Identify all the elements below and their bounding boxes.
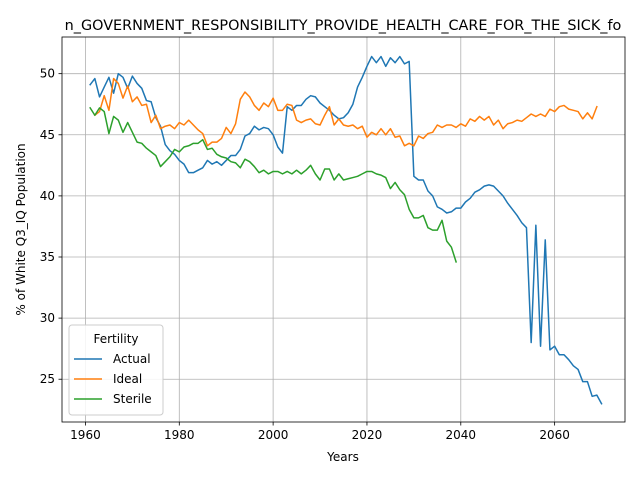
- legend-label-sterile: Sterile: [113, 392, 152, 406]
- legend: Fertility Actual Ideal Sterile: [68, 324, 164, 416]
- series-line-sterile: [89, 106, 458, 263]
- plot-frame: [61, 36, 626, 423]
- y-tick-label: 50: [40, 67, 55, 81]
- y-tick-label: 40: [40, 189, 55, 203]
- legend-title: Fertility: [93, 332, 138, 346]
- x-axis-ticks: 1960 1980 2000 2020 2040 2060: [70, 422, 570, 442]
- y-tick-label: 25: [40, 372, 55, 386]
- x-tick-label: 1960: [70, 428, 101, 442]
- x-tick-label: 2020: [352, 428, 383, 442]
- chart-title: n_GOVERNMENT_RESPONSIBILITY_PROVIDE_HEAL…: [65, 18, 622, 34]
- x-tick-label: 2060: [539, 428, 570, 442]
- x-tick-label: 1980: [164, 428, 195, 442]
- y-tick-label: 30: [40, 311, 55, 325]
- y-axis-label: % of White Q3_IQ Population: [14, 143, 28, 315]
- y-tick-label: 35: [40, 250, 55, 264]
- legend-label-actual: Actual: [113, 352, 151, 366]
- series-line-ideal: [93, 77, 598, 147]
- x-axis-label: Years: [326, 450, 359, 464]
- legend-box: [68, 324, 164, 416]
- legend-entries: Actual Ideal Sterile: [74, 352, 152, 406]
- legend-label-ideal: Ideal: [113, 372, 142, 386]
- series-lines: [89, 55, 603, 405]
- series-line-actual: [89, 55, 603, 405]
- y-axis-ticks: 25 30 35 40 45 50: [40, 67, 62, 386]
- x-tick-label: 2040: [446, 428, 477, 442]
- grid-lines: [62, 37, 625, 422]
- y-tick-label: 45: [40, 128, 55, 142]
- x-tick-label: 2000: [258, 428, 289, 442]
